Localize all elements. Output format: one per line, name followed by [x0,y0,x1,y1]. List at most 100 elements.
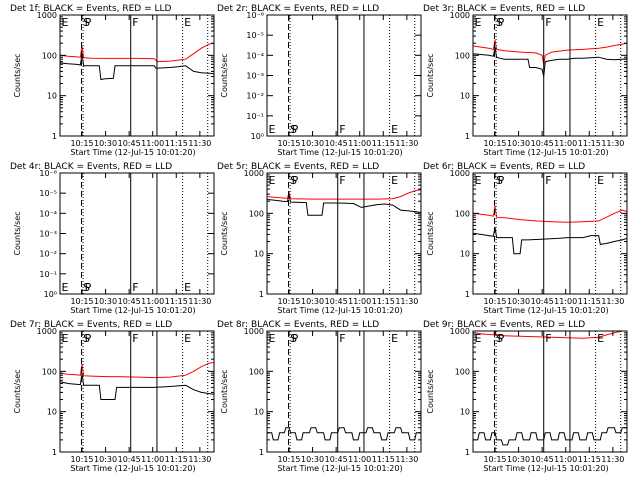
y-tick-label: 10 [47,92,57,101]
y-axis-label: Counts/sec [220,53,229,97]
event-label: E [391,174,398,187]
y-tick-label: 10 [460,408,470,417]
y-axis-label: Counts/sec [13,369,22,413]
x-tick-label: 10:45 [118,455,141,464]
plot-frame [59,14,215,137]
plot-frame [472,14,628,137]
panel-title: Det 2r: BLACK = Events, RED = LLD [217,4,379,14]
x-tick-label: 10:45 [325,455,348,464]
event-label: F [545,332,551,345]
x-tick-label: 11:30 [601,139,624,148]
x-tick-label: 11:15 [372,139,395,148]
event-label: E [184,332,191,345]
event-label: S [83,16,90,29]
y-tick-label: 10 [460,92,470,101]
event-label: S [290,174,297,187]
x-tick-label: 10:45 [118,139,141,148]
event-label: F [132,16,138,29]
series-line-events [60,373,214,400]
y-tick-label: 1000 [450,169,470,178]
x-tick-label: 10:15 [483,139,506,148]
y-tick-label: 100 [455,51,470,60]
y-tick-label: 1000 [37,11,57,20]
panel-5: Det 5r: BLACK = Events, RED = LLD E SP F E 10… [217,162,422,315]
y-tick-label: 1 [52,448,57,457]
y-tick-label: 10⁻³ [246,72,264,81]
x-tick-label: 10:45 [118,297,141,306]
event-label: S [290,123,297,136]
y-tick-label: 1 [465,290,470,299]
x-tick-label: 11:30 [395,455,418,464]
y-tick-label: 100 [455,209,470,218]
y-tick-label: 1 [465,448,470,457]
x-tick-label: 10:30 [507,297,530,306]
panel-title: Det 3r: BLACK = Events, RED = LLD [423,4,585,14]
y-tick-label: 10⁻⁶ [246,11,264,20]
event-label: F [339,332,345,345]
event-label: P [292,174,299,187]
event-label: S [290,332,297,345]
x-axis-label: Start Time (12-Jul-15 10:01:20) [70,148,195,157]
event-label: E [475,332,482,345]
series-line-lld [473,206,627,223]
y-tick-label: 100 [249,367,264,376]
event-label: P [292,123,299,136]
event-label: E [597,16,604,29]
plot-frame [472,330,628,453]
y-tick-label: 10 [254,250,264,259]
panel-7: Det 7r: BLACK = Events, RED = LLD E SP F E 10… [10,320,215,473]
event-label: P [292,332,299,345]
y-tick-label: 10 [47,408,57,417]
y-tick-label: 10⁻⁴ [39,209,57,218]
x-tick-label: 10:15 [70,139,93,148]
event-label: S [496,332,503,345]
event-label: P [85,332,92,345]
y-tick-label: 1 [259,290,264,299]
x-axis-label: Start Time (12-Jul-15 10:01:20) [483,148,608,157]
panel-3: Det 3r: BLACK = Events, RED = LLD E SP F E 10… [423,4,628,157]
event-label: E [62,16,69,29]
x-axis-label: Start Time (12-Jul-15 10:01:20) [277,306,402,315]
panel-8: Det 8r: BLACK = Events, RED = LLD E SP F E 10… [217,320,422,473]
y-tick-label: 10⁻¹ [39,270,57,279]
x-tick-label: 10:15 [277,139,300,148]
plot-frame [472,172,628,295]
series-line-events [267,195,421,216]
y-tick-label: 1000 [244,169,264,178]
panel-title: Det 1f: BLACK = Events, RED = LLD [10,4,172,14]
plot-frame [266,172,422,295]
x-tick-label: 10:30 [301,139,324,148]
x-axis-label: Start Time (12-Jul-15 10:01:20) [70,464,195,473]
y-axis-label: Counts/sec [426,53,435,97]
x-tick-label: 11:30 [395,297,418,306]
x-tick-label: 11:00 [141,139,164,148]
y-tick-label: 1000 [37,327,57,336]
x-tick-label: 10:30 [94,455,117,464]
y-tick-label: 100 [42,367,57,376]
y-axis-label: Counts/sec [13,53,22,97]
event-label: S [83,332,90,345]
x-tick-label: 11:00 [141,297,164,306]
x-tick-label: 10:30 [507,139,530,148]
y-tick-label: 10⁻¹ [246,112,264,121]
event-label: E [184,281,191,294]
event-label: P [498,16,505,29]
panel-title: Det 4r: BLACK = Events, RED = LLD [10,162,172,172]
event-label: P [498,332,505,345]
y-axis-label: Counts/sec [426,369,435,413]
event-label: S [496,16,503,29]
plot-area [267,189,421,216]
x-tick-label: 11:15 [578,139,601,148]
y-tick-label: 1000 [450,327,470,336]
panel-9: Det 9r: BLACK = Events, RED = LLD E SP F E 10… [423,320,628,473]
series-line-lld [473,331,627,339]
y-axis-label: Counts/sec [13,211,22,255]
x-tick-label: 10:30 [301,297,324,306]
panel-title: Det 5r: BLACK = Events, RED = LLD [217,162,379,172]
y-tick-label: 10⁻⁴ [246,51,264,60]
y-tick-label: 1 [52,132,57,141]
series-line-lld [267,189,421,200]
